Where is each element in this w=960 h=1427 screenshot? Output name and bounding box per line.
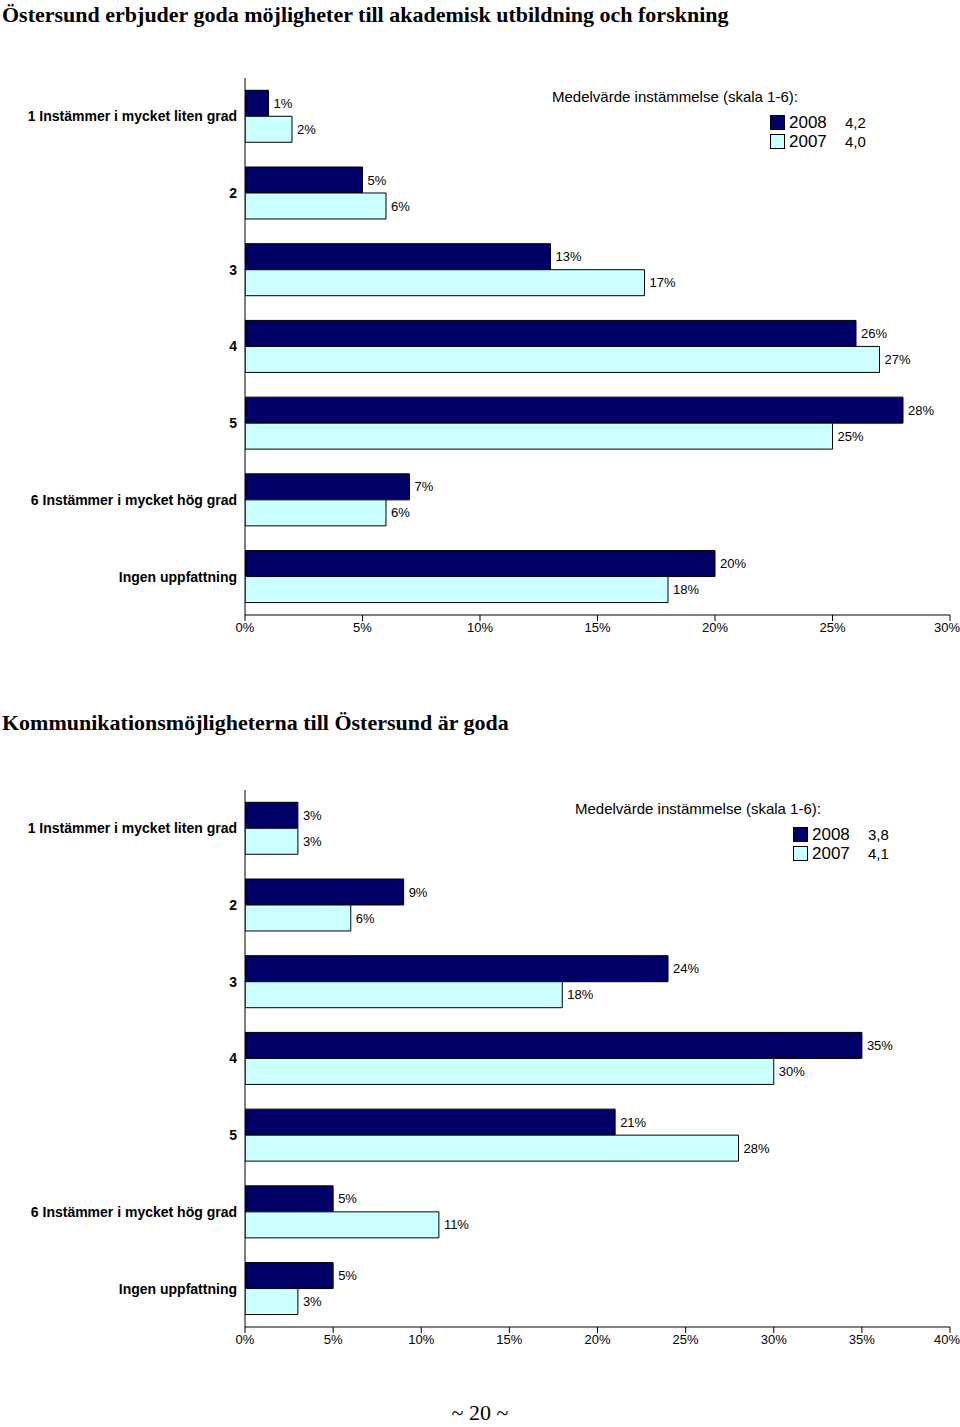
svg-text:20%: 20% [702, 620, 728, 635]
svg-text:17%: 17% [650, 275, 676, 290]
svg-text:6 Instämmer i mycket hög grad: 6 Instämmer i mycket hög grad [31, 1204, 237, 1220]
html-text:2008: 2008 [789, 112, 827, 132]
svg-text:5%: 5% [324, 1332, 343, 1347]
html-text:4,1: 4,1 [868, 845, 889, 862]
svg-text:20%: 20% [584, 1332, 610, 1347]
html-text:Medelvärde instämmelse (skala: Medelvärde instämmelse (skala 1-6): [552, 88, 798, 105]
html-text:Östersund erbjuder goda möjlig: Östersund erbjuder goda möjligheter till… [2, 2, 729, 27]
html-text:4,0: 4,0 [845, 133, 866, 150]
svg-text:6 Instämmer i mycket hög grad: 6 Instämmer i mycket hög grad [31, 492, 237, 508]
svg-text:6%: 6% [391, 199, 410, 214]
svg-text:2%: 2% [297, 122, 316, 137]
html-text:4,2: 4,2 [845, 114, 866, 131]
svg-text:35%: 35% [867, 1038, 893, 1053]
svg-text:18%: 18% [567, 987, 593, 1002]
svg-text:13%: 13% [556, 249, 582, 264]
svg-text:15%: 15% [584, 620, 610, 635]
svg-text:2: 2 [229, 897, 237, 913]
svg-text:25%: 25% [673, 1332, 699, 1347]
html-text:2007: 2007 [789, 131, 827, 151]
svg-text:1 Instämmer i mycket liten gra: 1 Instämmer i mycket liten grad [28, 108, 237, 124]
svg-text:25%: 25% [819, 620, 845, 635]
svg-text:30%: 30% [934, 620, 952, 635]
svg-text:11%: 11% [444, 1217, 469, 1232]
svg-text:5: 5 [229, 415, 237, 431]
svg-text:3%: 3% [303, 834, 322, 849]
svg-text:3%: 3% [303, 808, 322, 823]
svg-text:20%: 20% [720, 556, 746, 571]
svg-text:3: 3 [229, 262, 237, 278]
svg-text:7%: 7% [415, 479, 434, 494]
html-text:2007: 2007 [812, 843, 850, 863]
svg-text:21%: 21% [620, 1115, 646, 1130]
svg-text:35%: 35% [849, 1332, 875, 1347]
svg-text:9%: 9% [409, 885, 428, 900]
svg-text:Ingen uppfattning: Ingen uppfattning [119, 569, 237, 585]
svg-text:26%: 26% [861, 326, 887, 341]
svg-text:Ingen uppfattning: Ingen uppfattning [119, 1281, 237, 1297]
svg-text:4: 4 [229, 338, 237, 354]
svg-text:5%: 5% [368, 173, 387, 188]
svg-text:0%: 0% [236, 620, 255, 635]
svg-text:40%: 40% [934, 1332, 952, 1347]
svg-text:6%: 6% [391, 505, 410, 520]
svg-text:4: 4 [229, 1050, 237, 1066]
svg-text:28%: 28% [908, 403, 934, 418]
svg-text:3%: 3% [303, 1294, 322, 1309]
svg-text:3: 3 [229, 974, 237, 990]
svg-text:10%: 10% [408, 1332, 434, 1347]
svg-text:10%: 10% [467, 620, 493, 635]
html-text:2008: 2008 [812, 824, 850, 844]
svg-text:30%: 30% [761, 1332, 787, 1347]
svg-text:1%: 1% [274, 96, 293, 111]
svg-text:15%: 15% [496, 1332, 522, 1347]
svg-text:1 Instämmer i mycket liten gra: 1 Instämmer i mycket liten grad [28, 820, 237, 836]
svg-text:27%: 27% [885, 352, 911, 367]
svg-text:5%: 5% [338, 1268, 357, 1283]
svg-text:30%: 30% [779, 1064, 805, 1079]
svg-text:28%: 28% [744, 1141, 770, 1156]
svg-text:25%: 25% [838, 429, 864, 444]
svg-text:5%: 5% [338, 1191, 357, 1206]
svg-text:18%: 18% [673, 582, 699, 597]
svg-text:5%: 5% [353, 620, 372, 635]
svg-text:5: 5 [229, 1127, 237, 1143]
html-text:Medelvärde instämmelse (skala: Medelvärde instämmelse (skala 1-6): [575, 800, 821, 817]
svg-text:24%: 24% [673, 961, 699, 976]
html-text:~ 20 ~: ~ 20 ~ [451, 1400, 509, 1425]
html-text:Kommunikationsmöjligheterna ti: Kommunikationsmöjligheterna till Östersu… [2, 710, 509, 735]
svg-text:6%: 6% [356, 911, 375, 926]
svg-text:0%: 0% [236, 1332, 255, 1347]
html-text:3,8: 3,8 [868, 826, 889, 843]
svg-text:2: 2 [229, 185, 237, 201]
